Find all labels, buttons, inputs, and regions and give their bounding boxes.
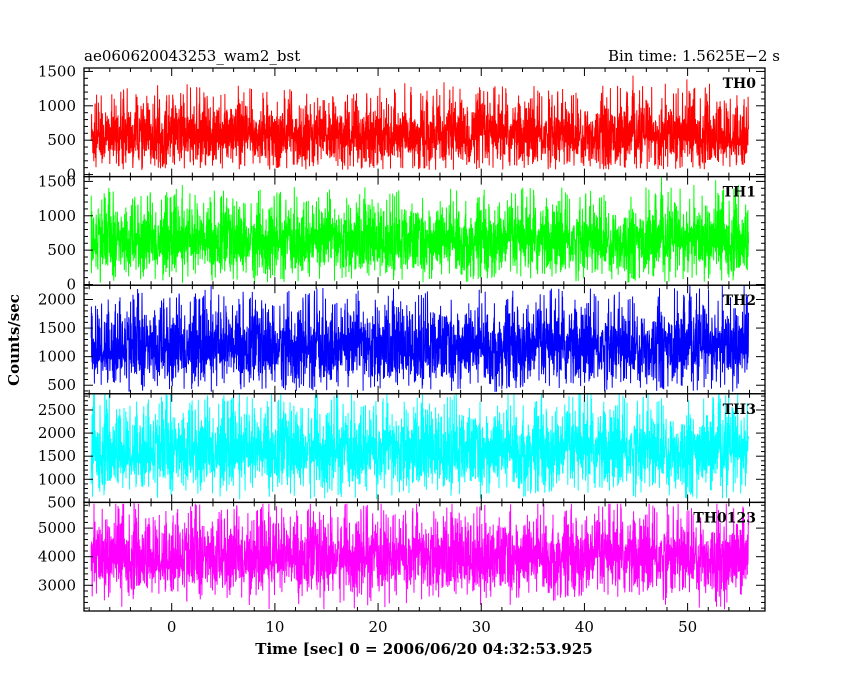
series-line-th3 [90,393,749,500]
panel-label-th2: TH2 [723,293,756,309]
y-tick-label: 1500 [38,319,76,337]
panel-th0123: 3000 4000 5000 TH0123 [38,501,766,612]
panel-label-th1: TH1 [723,185,756,201]
panel-th3: 500 1000 1500 2000 2500 TH3 [38,393,766,511]
y-tick-label: 500 [47,376,76,394]
x-axis-ticks: 0 10 20 30 40 50 [167,618,697,636]
y-tick-label: 500 [47,493,76,511]
y-tick-label: 1500 [38,62,76,80]
y-tick-label: 1000 [38,470,76,488]
x-tick-label: 10 [265,618,284,636]
x-tick-label: 50 [678,618,697,636]
panel-label-th0123: TH0123 [693,510,756,526]
series-line-th0123 [90,503,749,610]
y-tick-label: 1500 [38,447,76,465]
y-tick-label: 3000 [38,576,76,594]
y-tick-label: 1500 [38,172,76,190]
series-line-th0 [90,75,749,170]
x-tick-label: 40 [575,618,594,636]
series-line-th1 [90,177,749,283]
y-tick-label: 500 [47,241,76,259]
panel-th2: 500 1000 1500 2000 TH2 [38,284,766,395]
y-tick-label: 1000 [38,97,76,115]
x-axis-title: Time [sec] 0 = 2006/06/20 04:32:53.925 [255,640,592,658]
y-tick-label: 2500 [38,401,76,419]
chart-title: ae060620043253_wam2_bst [84,47,300,65]
panel-th0: 0 500 1000 1500 TH0 [38,62,766,184]
panel-label-th3: TH3 [723,402,756,418]
x-tick-label: 0 [167,618,177,636]
y-tick-label: 5000 [38,519,76,537]
y-tick-label: 1000 [38,348,76,366]
panels: 0 500 1000 1500 TH0 0 500 1000 1500 TH1 500 1000 150… [38,62,766,612]
y-tick-label: 4000 [38,548,76,566]
y-tick-label: 0 [66,166,76,184]
series-line-th2 [90,285,749,392]
y-tick-label: 1000 [38,207,76,225]
bin-time-label: Bin time: 1.5625E−2 s [608,47,780,65]
panel-label-th0: TH0 [723,76,757,92]
panel-th1: 0 500 1000 1500 TH1 [38,172,766,294]
y-axis-title: Counts/sec [5,294,23,386]
x-tick-label: 30 [472,618,491,636]
y-tick-label: 500 [47,131,76,149]
y-tick-label: 0 [66,276,76,294]
x-tick-label: 20 [369,618,388,636]
y-tick-label: 2000 [38,424,76,442]
y-tick-label: 2000 [38,290,76,308]
